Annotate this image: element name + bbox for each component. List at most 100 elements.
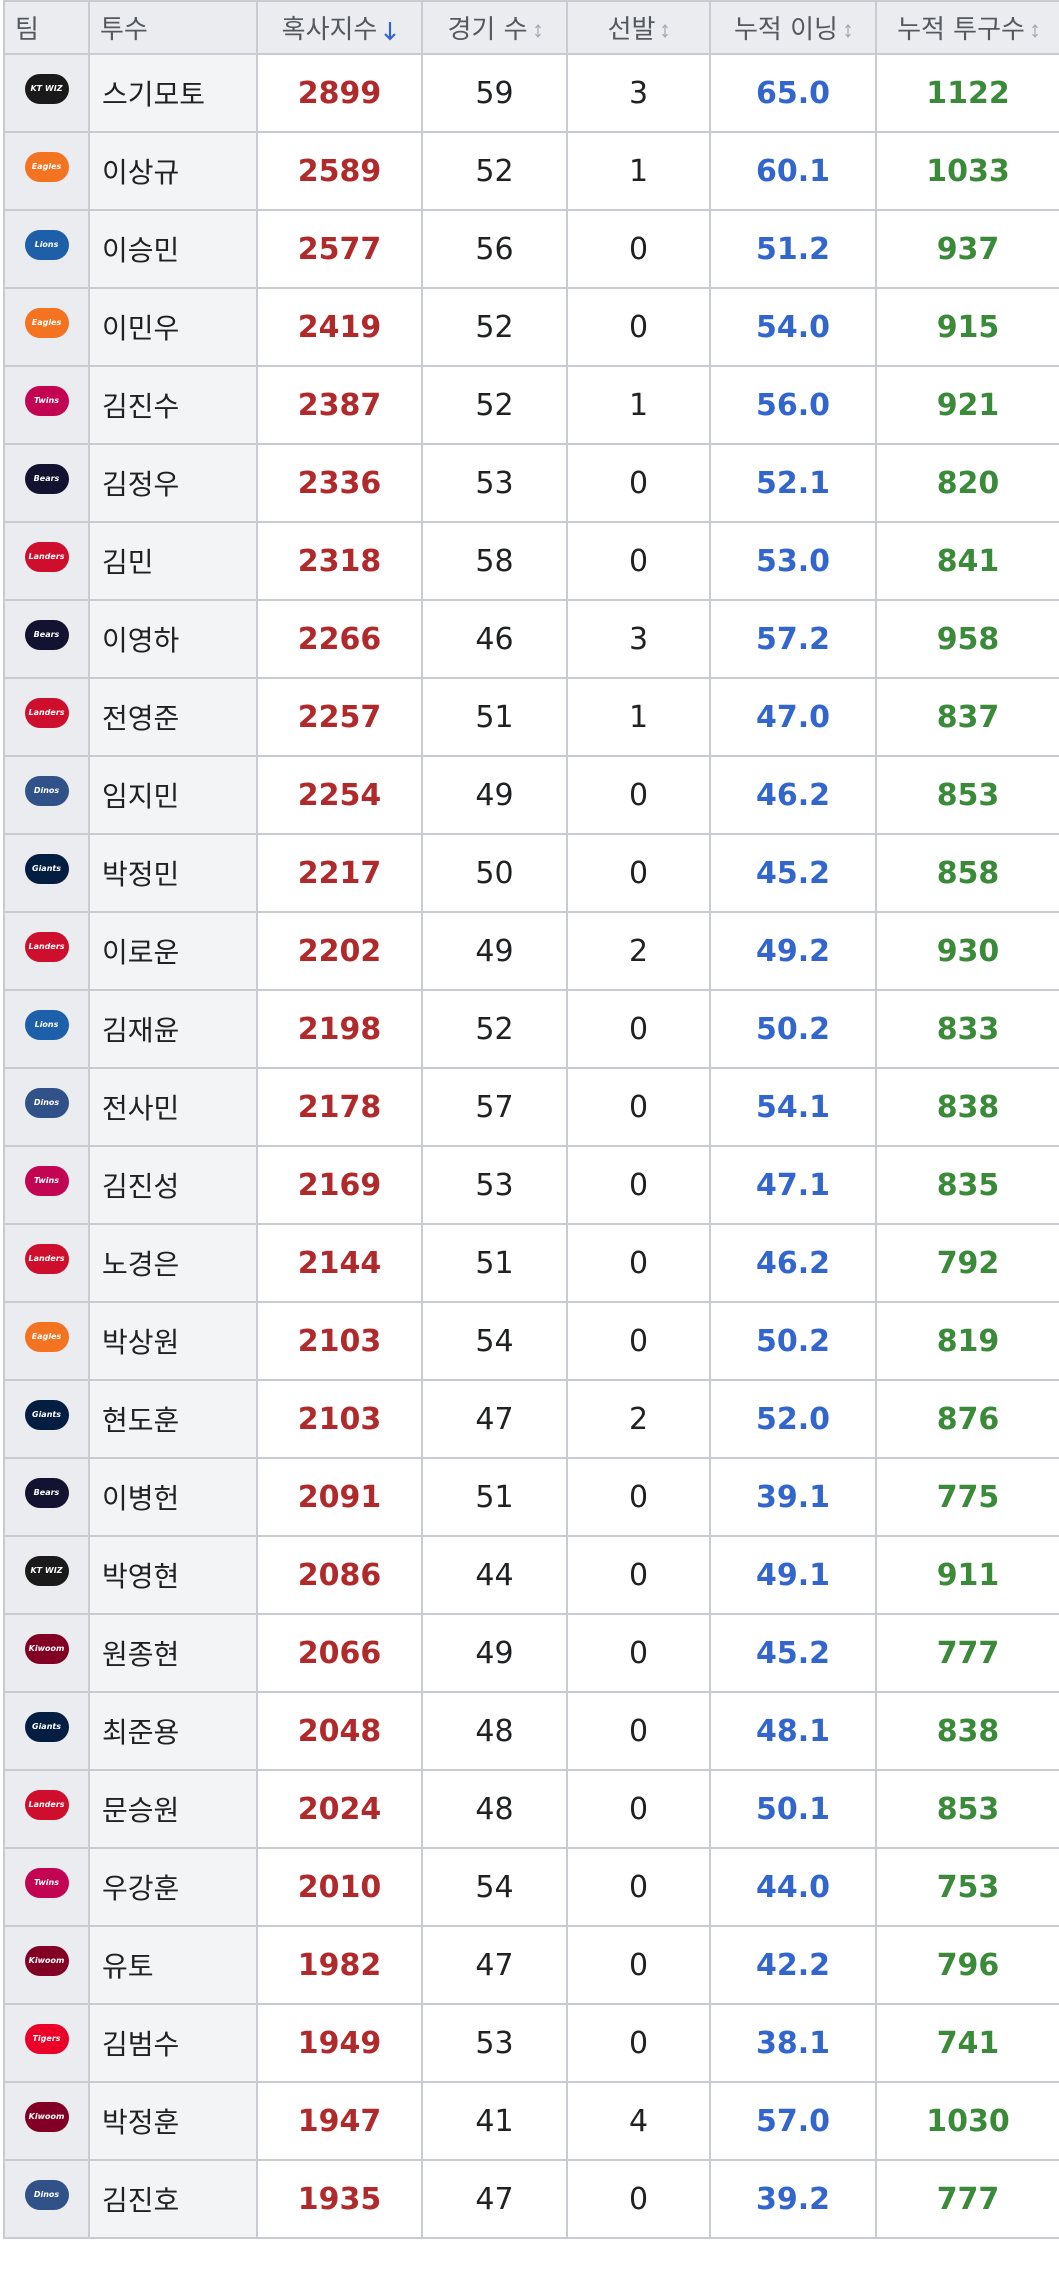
table-row: Eagles 이상규 2589 52 1 60.1 1033 [3,131,1059,211]
abuse-index: 2091 [256,1457,423,1537]
pitcher-name[interactable]: 이상규 [88,131,258,211]
team-cell: Twins [3,1145,90,1225]
team-logo: Lions [24,1010,69,1040]
pitcher-name[interactable]: 우강훈 [88,1847,258,1927]
pitch-count: 853 [875,755,1059,835]
pitcher-name[interactable]: 김진성 [88,1145,258,1225]
abuse-index: 1982 [256,1925,423,2005]
innings: 49.1 [709,1535,877,1615]
column-header[interactable]: 혹사지수 [256,0,423,55]
abuse-index: 2103 [256,1301,423,1381]
pitcher-name[interactable]: 이영하 [88,599,258,679]
team-cell: Landers [3,677,90,757]
pitcher-name[interactable]: 현도훈 [88,1379,258,1459]
pitch-count: 753 [875,1847,1059,1927]
pitcher-name[interactable]: 박영현 [88,1535,258,1615]
team-cell: Landers [3,911,90,991]
pitcher-name[interactable]: 김재윤 [88,989,258,1069]
pitcher-name[interactable]: 스기모토 [88,53,258,133]
table-row: KT WIZ 박영현 2086 44 0 49.1 911 [3,1535,1059,1615]
team-logo: Bears [24,1478,69,1508]
pitcher-name[interactable]: 원종현 [88,1613,258,1693]
team-logo: Giants [24,1400,69,1430]
team-cell: Kiwoom [3,1925,90,2005]
pitcher-name[interactable]: 김범수 [88,2003,258,2083]
pitcher-name[interactable]: 이민우 [88,287,258,367]
pitcher-name[interactable]: 최준용 [88,1691,258,1771]
pitcher-name[interactable]: 박상원 [88,1301,258,1381]
column-header[interactable]: 누적 이닝 [709,0,877,55]
table-row: Giants 최준용 2048 48 0 48.1 838 [3,1691,1059,1771]
abuse-index: 2257 [256,677,423,757]
team-cell: Lions [3,209,90,289]
starts: 0 [566,1769,711,1849]
starts: 0 [566,833,711,913]
column-header[interactable]: 경기 수 [421,0,568,55]
games: 59 [421,53,568,133]
abuse-index: 2336 [256,443,423,523]
header-row: 팀 투수 혹사지수 경기 수 선발 누적 이닝 누적 투구수 [3,0,1059,55]
pitcher-name[interactable]: 박정민 [88,833,258,913]
team-logo: Giants [24,1712,69,1742]
pitcher-name[interactable]: 김진호 [88,2159,258,2239]
innings: 65.0 [709,53,877,133]
pitch-count: 841 [875,521,1059,601]
team-cell: Twins [3,1847,90,1927]
column-header[interactable]: 선발 [566,0,711,55]
games: 57 [421,1067,568,1147]
pitcher-name[interactable]: 전사민 [88,1067,258,1147]
pitcher-name[interactable]: 이로운 [88,911,258,991]
pitch-count: 833 [875,989,1059,1069]
team-cell: KT WIZ [3,53,90,133]
pitcher-name[interactable]: 노경은 [88,1223,258,1303]
pitch-count: 1030 [875,2081,1059,2161]
innings: 48.1 [709,1691,877,1771]
pitch-count: 820 [875,443,1059,523]
games: 46 [421,599,568,679]
team-logo: Landers [24,932,69,962]
pitch-count: 853 [875,1769,1059,1849]
pitcher-name[interactable]: 이병헌 [88,1457,258,1537]
table-row: Giants 박정민 2217 50 0 45.2 858 [3,833,1059,913]
table-row: Twins 김진성 2169 53 0 47.1 835 [3,1145,1059,1225]
games: 52 [421,989,568,1069]
starts: 0 [566,287,711,367]
pitcher-name[interactable]: 유토 [88,1925,258,2005]
innings: 60.1 [709,131,877,211]
table-row: Landers 문승원 2024 48 0 50.1 853 [3,1769,1059,1849]
team-cell: Dinos [3,755,90,835]
innings: 49.2 [709,911,877,991]
table-row: Landers 노경은 2144 51 0 46.2 792 [3,1223,1059,1303]
starts: 3 [566,53,711,133]
pitcher-name[interactable]: 전영준 [88,677,258,757]
games: 48 [421,1691,568,1771]
pitcher-name[interactable]: 김정우 [88,443,258,523]
table-body: KT WIZ 스기모토 2899 59 3 65.0 1122 Eagles 이상규 2589 52… [3,53,1059,2239]
pitch-count: 937 [875,209,1059,289]
abuse-index: 2318 [256,521,423,601]
abuse-index: 2202 [256,911,423,991]
pitch-count: 838 [875,1691,1059,1771]
pitcher-name[interactable]: 문승원 [88,1769,258,1849]
column-header[interactable]: 누적 투구수 [875,0,1059,55]
pitch-count: 819 [875,1301,1059,1381]
pitcher-name[interactable]: 박정훈 [88,2081,258,2161]
starts: 1 [566,677,711,757]
pitcher-name[interactable]: 임지민 [88,755,258,835]
team-cell: Lions [3,989,90,1069]
starts: 0 [566,521,711,601]
table-row: Tigers 김범수 1949 53 0 38.1 741 [3,2003,1059,2083]
header-label: 누적 투구수 [897,15,1025,45]
games: 47 [421,1379,568,1459]
pitcher-name[interactable]: 김민 [88,521,258,601]
team-logo: KT WIZ [24,74,69,104]
pitcher-name[interactable]: 김진수 [88,365,258,445]
abuse-index: 2899 [256,53,423,133]
innings: 42.2 [709,1925,877,2005]
innings: 39.1 [709,1457,877,1537]
table-row: KT WIZ 스기모토 2899 59 3 65.0 1122 [3,53,1059,133]
pitch-count: 835 [875,1145,1059,1225]
pitcher-name[interactable]: 이승민 [88,209,258,289]
innings: 39.2 [709,2159,877,2239]
pitch-count: 1122 [875,53,1059,133]
